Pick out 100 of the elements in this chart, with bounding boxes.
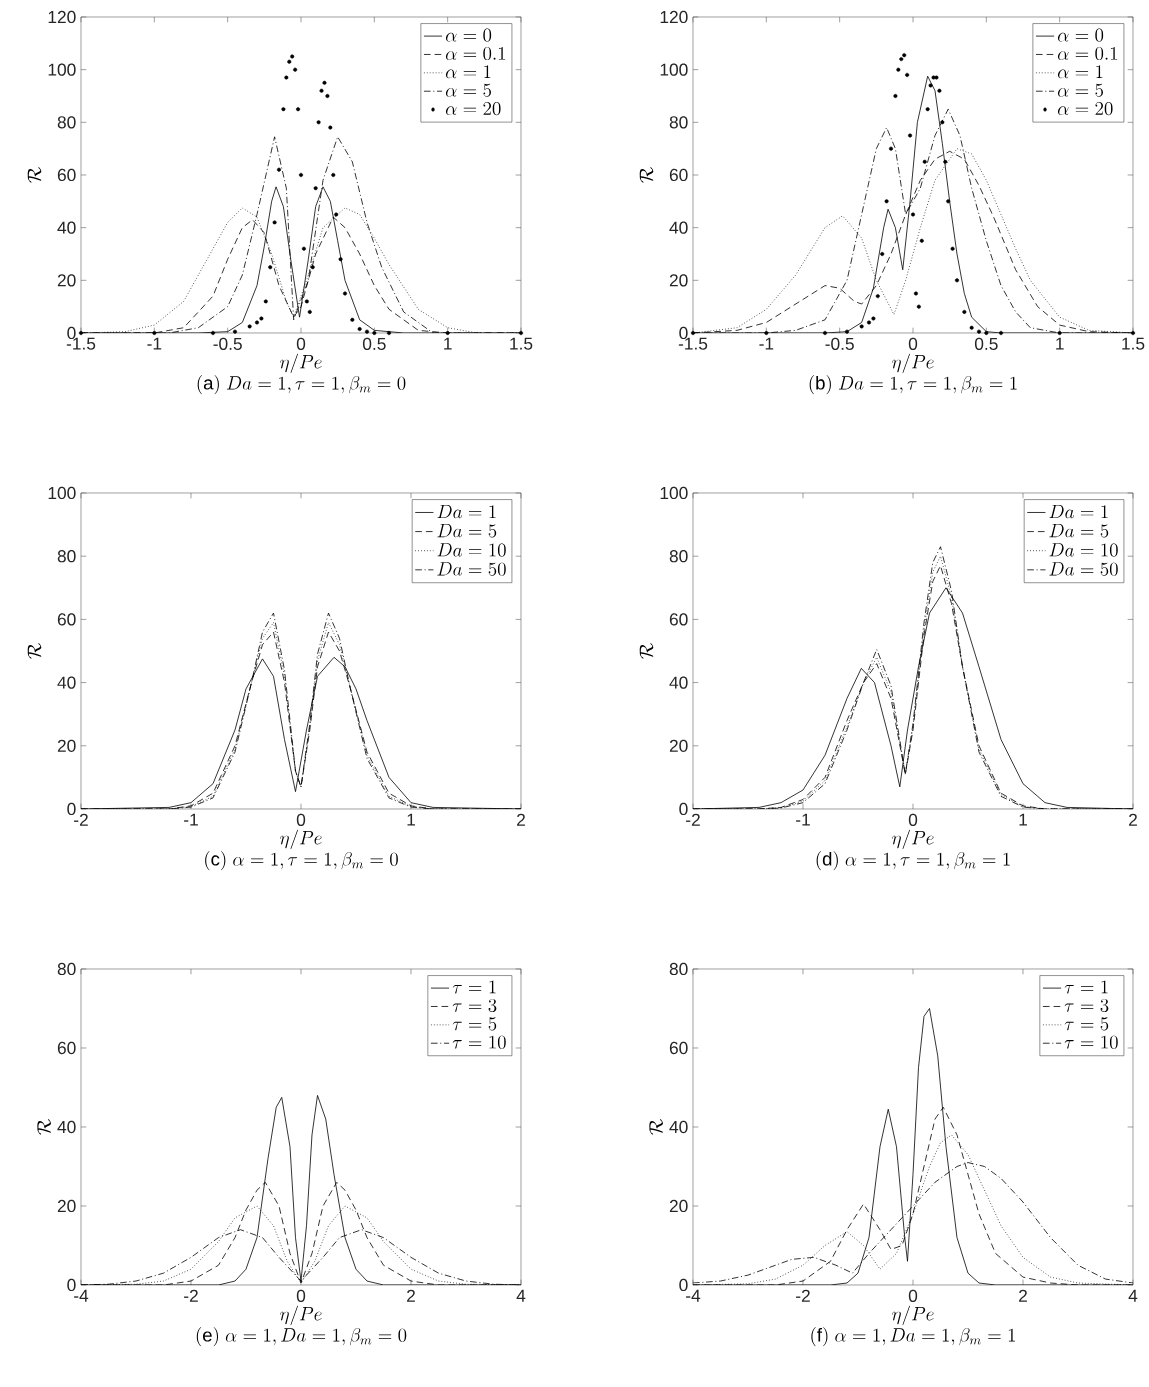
x-tick-label: 1 <box>1019 813 1027 826</box>
x-tick-label: 2 <box>406 1289 415 1302</box>
x-axis-title: $\eta/Pe$ <box>279 353 322 373</box>
text: $\mathrm{(a)}\ Da = 1, \tau = 1, \beta_m = 0$ <box>197 375 406 395</box>
y-tick-label: 0 <box>67 326 76 340</box>
y-tick-label: 100 <box>48 63 76 76</box>
legend-label: $\alpha = 5$ <box>445 83 491 97</box>
legend-label: $\alpha = 1$ <box>445 65 491 79</box>
x-tick-label: 4 <box>516 1289 526 1302</box>
legend-label: $\alpha = 0.1$ <box>445 46 505 61</box>
y-tick-label: 100 <box>660 486 688 500</box>
x-axis-title: $\eta/Pe$ <box>891 1305 934 1325</box>
x-tick-label: -1 <box>183 813 198 826</box>
y-tick-label: 20 <box>669 1199 688 1213</box>
y-axis-title: $\mathcal{R}$ <box>37 1119 51 1135</box>
text: $\mathrm{(c)}\ \alpha = 1, \tau = 1, \beta_m = 0$ <box>204 851 398 871</box>
y-tick-label: 60 <box>57 1041 76 1055</box>
x-tick-label: 0 <box>908 1289 917 1302</box>
x-tick-label: 0.5 <box>362 337 386 350</box>
legend-label: $\alpha = 5$ <box>1057 83 1103 97</box>
x-tick-label: -2 <box>183 1289 198 1302</box>
y-tick-label: 120 <box>48 10 76 24</box>
x-tick-label: 0 <box>908 337 917 350</box>
x-tick-label: 1 <box>407 813 415 826</box>
x-tick-label: 1 <box>1055 337 1064 350</box>
x-tick-label: 1.5 <box>510 337 533 350</box>
y-tick-label: 80 <box>57 550 76 563</box>
legend-label: $Da = 10$ <box>1049 543 1118 557</box>
x-tick-label: -1.5 <box>66 337 95 350</box>
y-tick-label: 60 <box>57 613 76 626</box>
y-tick-label: 120 <box>660 10 688 24</box>
y-axis-title: $\mathcal{R}$ <box>27 167 42 183</box>
legend-label: $\tau = 10$ <box>452 1035 506 1049</box>
x-tick-label: 1 <box>443 337 452 350</box>
y-tick-label: 0 <box>67 1278 76 1292</box>
legend-label: $\tau = 1$ <box>1064 980 1108 994</box>
legend-label: $\tau = 3$ <box>1064 998 1109 1013</box>
x-tick-label: -0.5 <box>825 337 854 350</box>
text: $\mathrm{(d)}\ \alpha = 1, \tau = 1, \beta_m = 1$ <box>816 851 1010 871</box>
legend-label: $Da = 10$ <box>437 543 506 557</box>
y-tick-label: 40 <box>57 221 76 234</box>
y-tick-label: 40 <box>669 221 688 234</box>
x-tick-label: -1 <box>147 337 161 350</box>
y-tick-label: 100 <box>660 63 688 76</box>
y-tick-label: 0 <box>679 802 688 816</box>
y-tick-label: 0 <box>67 802 76 816</box>
y-axis-title: $\mathcal{R}$ <box>639 167 654 183</box>
legend-label: $\tau = 5$ <box>452 1017 496 1031</box>
y-tick-label: 100 <box>48 486 76 500</box>
legend-label: $\alpha = 20$ <box>445 102 501 116</box>
x-axis-title: $\eta/Pe$ <box>279 829 322 849</box>
y-tick-label: 0 <box>679 1278 688 1292</box>
legend-label: $\alpha = 1$ <box>1057 65 1103 79</box>
y-tick-label: 80 <box>57 116 76 129</box>
y-tick-label: 20 <box>669 739 688 752</box>
x-axis-title: $\eta/Pe$ <box>891 829 934 849</box>
x-tick-label: -1 <box>795 813 810 826</box>
x-tick-label: -1 <box>759 337 773 350</box>
legend-label: $Da = 50$ <box>437 562 506 576</box>
y-axis-title: $\mathcal{R}$ <box>649 1119 663 1135</box>
y-tick-label: 40 <box>669 1120 688 1134</box>
legend-label: $\alpha = 0.1$ <box>1057 46 1117 61</box>
legend-label: $\tau = 3$ <box>452 998 497 1013</box>
y-tick-label: 60 <box>669 168 688 182</box>
y-tick-label: 0 <box>679 326 688 340</box>
x-tick-label: -4 <box>685 1289 700 1302</box>
x-tick-label: 2 <box>516 813 525 826</box>
y-tick-label: 60 <box>669 1041 688 1055</box>
x-tick-label: 0 <box>296 337 305 350</box>
x-tick-label: -2 <box>73 813 88 826</box>
x-axis-title: $\eta/Pe$ <box>279 1305 322 1325</box>
y-tick-label: 20 <box>57 274 76 287</box>
y-tick-label: 60 <box>57 168 76 182</box>
legend-label: $\alpha = 20$ <box>1057 102 1113 116</box>
x-axis-title: $\eta/Pe$ <box>891 353 934 373</box>
x-tick-label: -1.5 <box>678 337 707 350</box>
y-tick-label: 40 <box>57 1120 76 1134</box>
text: $\mathrm{(b)}\ Da = 1, \tau = 1, \beta_m = 1$ <box>809 375 1017 395</box>
y-tick-label: 20 <box>669 274 688 287</box>
x-tick-label: 2 <box>1128 813 1137 826</box>
y-tick-label: 40 <box>57 676 76 689</box>
y-tick-label: 80 <box>669 116 688 129</box>
legend-label: $\tau = 5$ <box>1064 1017 1108 1031</box>
legend-label: $\alpha = 0$ <box>445 28 491 42</box>
legend-label: $Da = 50$ <box>1049 562 1118 576</box>
y-axis-title: $\mathcal{R}$ <box>639 643 654 659</box>
legend-label: $Da = 5$ <box>437 524 496 538</box>
legend-label: $\tau = 1$ <box>452 980 496 994</box>
legend-label: $Da = 1$ <box>437 504 496 519</box>
x-tick-label: 0 <box>296 813 305 826</box>
y-tick-label: 40 <box>669 676 688 689</box>
text: $\mathrm{(e)}\ \alpha = 1, Da = 1, \beta_m = 0$ <box>196 1327 407 1347</box>
legend-label: $\tau = 10$ <box>1064 1035 1118 1049</box>
x-tick-label: -0.5 <box>213 337 242 350</box>
y-tick-label: 80 <box>669 550 688 563</box>
x-tick-label: -4 <box>73 1289 88 1302</box>
y-tick-label: 20 <box>57 739 76 752</box>
y-tick-label: 60 <box>669 613 688 626</box>
legend-label: $Da = 1$ <box>1049 504 1108 519</box>
x-tick-label: 0 <box>908 813 917 826</box>
